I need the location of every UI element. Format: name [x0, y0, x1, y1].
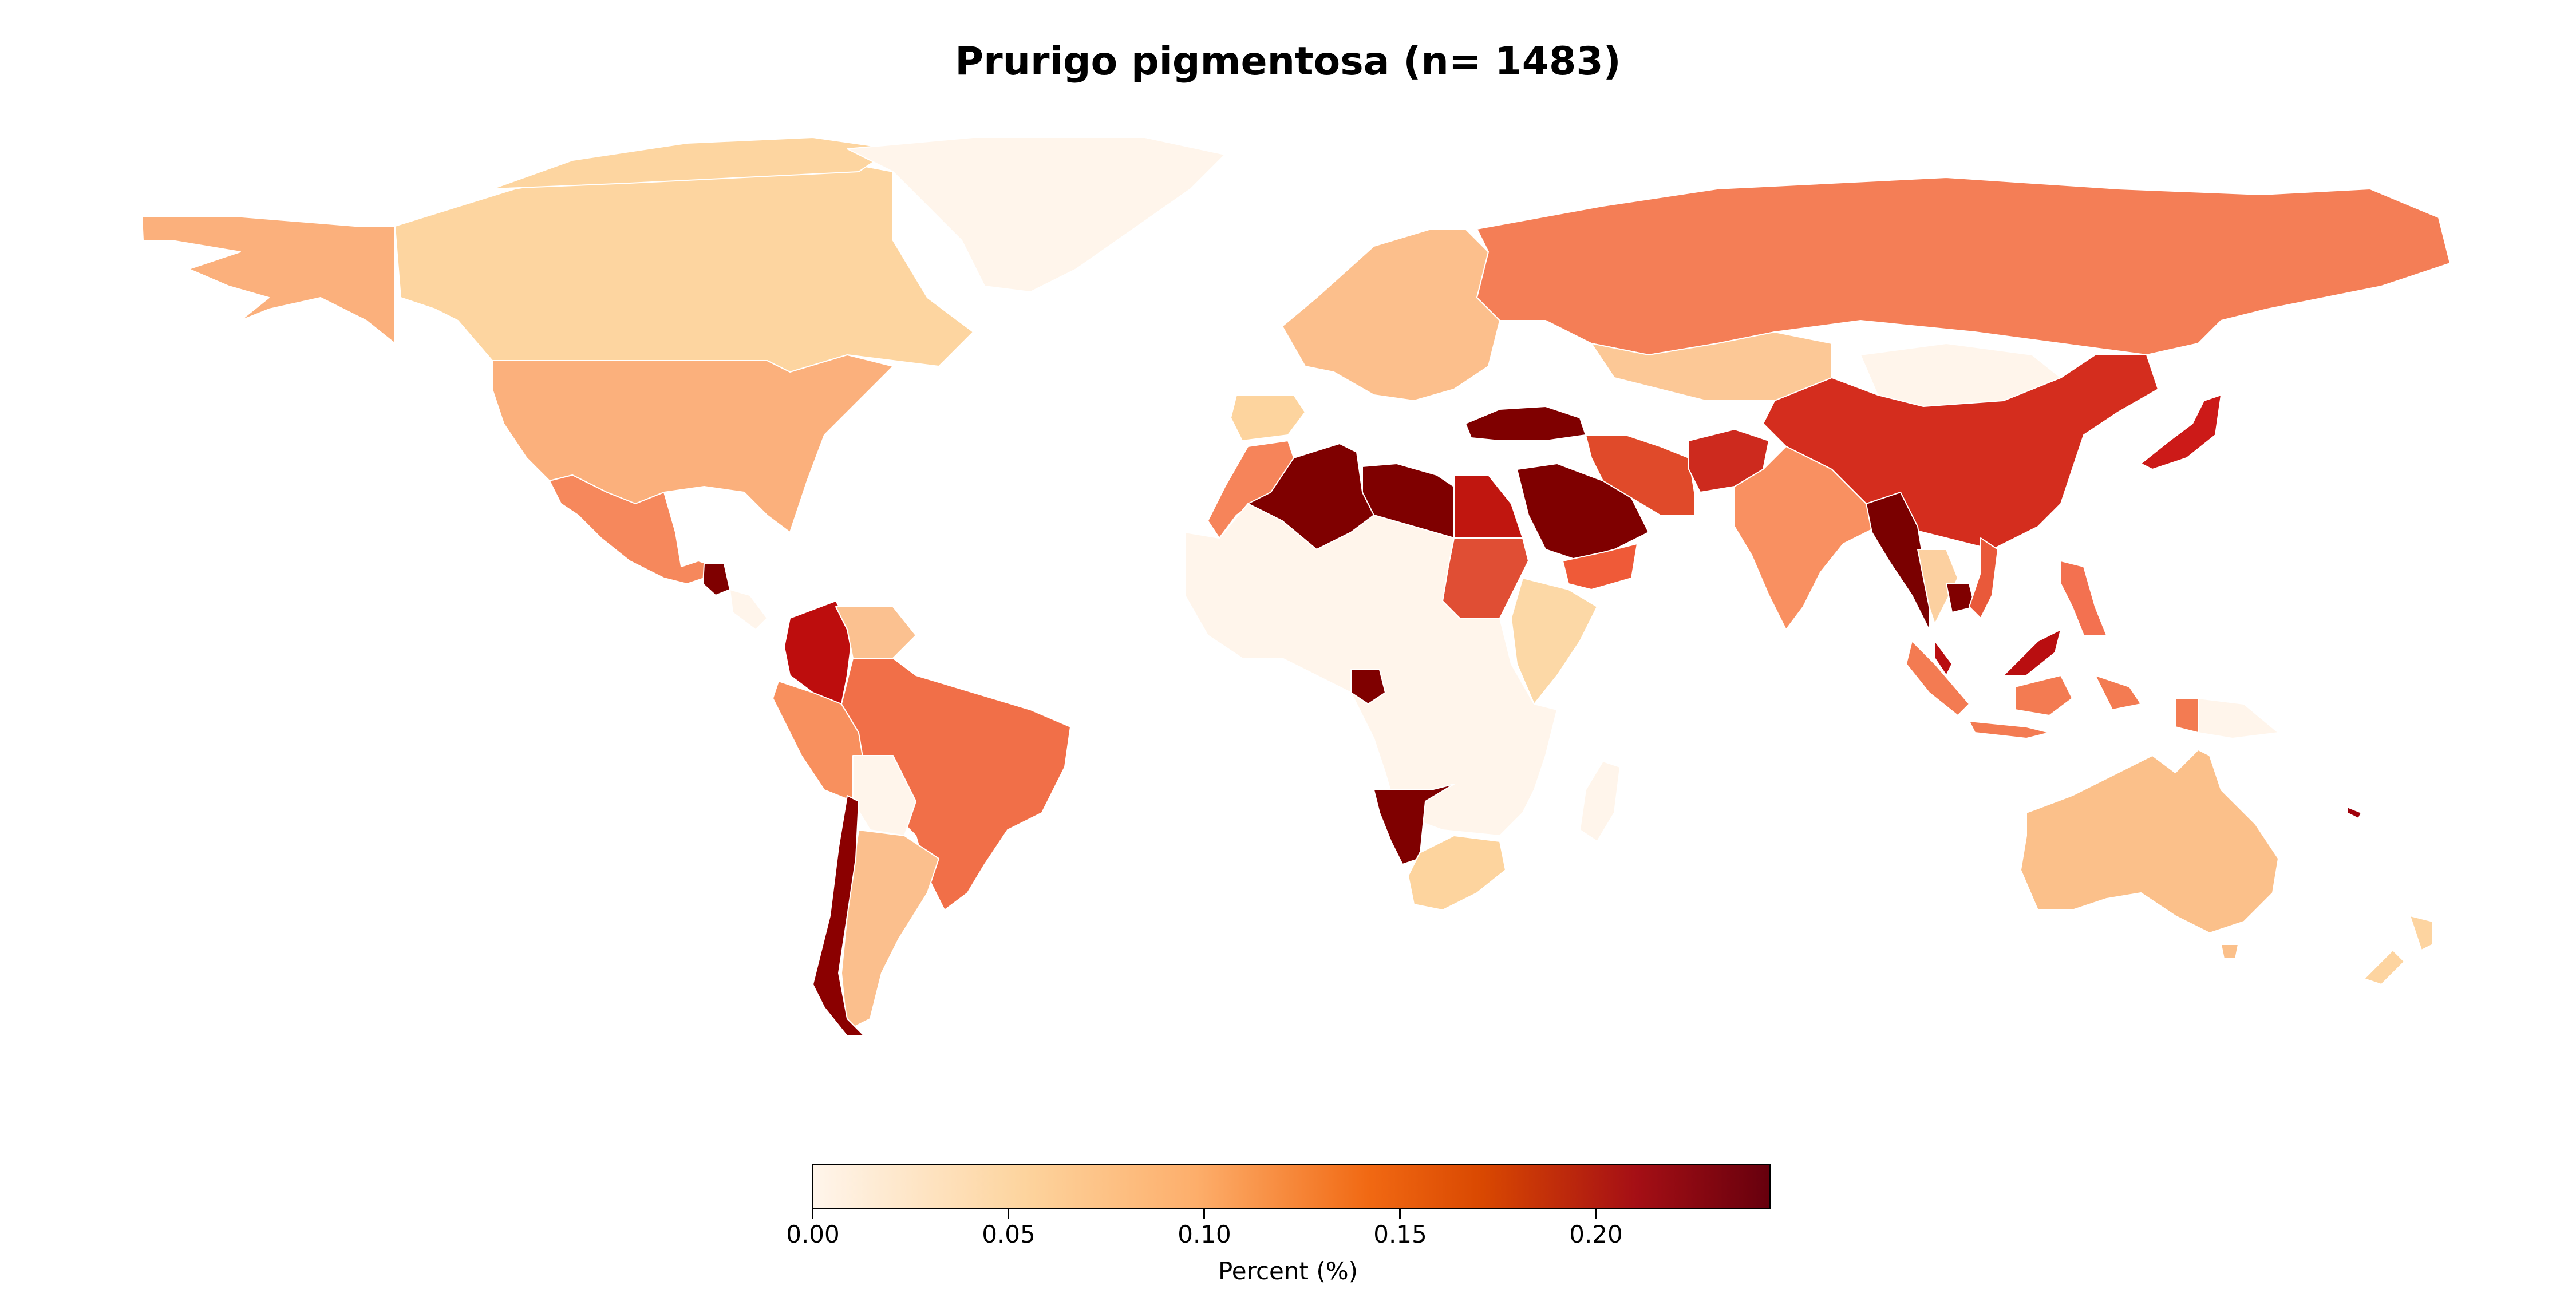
colorbar-tick-label: 0.00 [786, 1220, 840, 1248]
region-ethiopia[interactable] [1511, 578, 1598, 705]
chart-title: Prurigo pigmentosa (n= 1483) [955, 39, 1621, 84]
region-malaysia[interactable] [1934, 629, 2061, 676]
region-fiji[interactable] [2346, 806, 2362, 819]
colorbar-tick [1008, 1209, 1009, 1219]
region-turkey[interactable] [1465, 406, 1586, 441]
region-japan[interactable] [2140, 394, 2222, 470]
region-morocco[interactable] [1207, 440, 1294, 539]
colorbar [812, 1164, 1771, 1209]
colorbar-tick [812, 1209, 813, 1219]
colorbar-label: Percent (%) [1218, 1257, 1358, 1285]
region-alaska[interactable] [141, 216, 396, 344]
region-myanmar[interactable] [1866, 492, 1930, 630]
colorbar-tick-label: 0.20 [1569, 1220, 1623, 1248]
region-yemen[interactable] [1562, 543, 1638, 590]
region-saudi[interactable] [1516, 463, 1649, 561]
region-tasmania[interactable] [2221, 944, 2239, 959]
region-spain[interactable] [1230, 394, 1306, 441]
region-canada[interactable] [394, 154, 974, 373]
region-indonesia[interactable] [1906, 640, 2199, 739]
region-vietnam[interactable] [1969, 537, 1998, 619]
region-png[interactable] [2198, 698, 2279, 739]
colorbar-tick-label: 0.15 [1373, 1220, 1427, 1248]
region-europe[interactable] [1282, 228, 1500, 401]
region-gabon[interactable] [1350, 669, 1386, 705]
region-newzealand[interactable] [2364, 915, 2433, 985]
region-iran[interactable] [1585, 434, 1695, 516]
region-egypt[interactable] [1453, 474, 1523, 539]
colorbar-tick-label: 0.05 [982, 1220, 1036, 1248]
region-usa[interactable] [492, 354, 894, 533]
region-russia[interactable] [1476, 177, 2451, 355]
region-central-america[interactable] [729, 589, 768, 630]
region-australia[interactable] [2020, 749, 2279, 934]
region-chile[interactable] [812, 795, 865, 1037]
region-philippines[interactable] [2060, 560, 2107, 636]
region-southafrica[interactable] [1408, 835, 1506, 911]
region-guatemala[interactable] [702, 563, 730, 596]
region-thailand[interactable] [1917, 549, 1958, 624]
world-map [141, 137, 2451, 1037]
colorbar-tick [1399, 1209, 1401, 1219]
region-greenland[interactable] [847, 137, 1226, 292]
colorbar-tick [1203, 1209, 1205, 1219]
colorbar-tick [1595, 1209, 1597, 1219]
region-india[interactable] [1734, 446, 1878, 630]
colorbar-tick-label: 0.10 [1178, 1220, 1231, 1248]
region-madagascar[interactable] [1579, 761, 1621, 842]
